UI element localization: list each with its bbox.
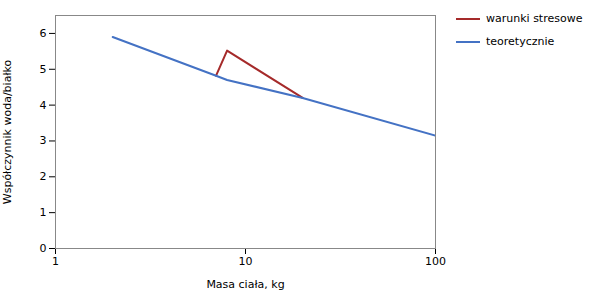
- svg-text:5: 5: [40, 63, 47, 76]
- svg-text:Masa ciała, kg: Masa ciała, kg: [206, 278, 284, 291]
- svg-text:100: 100: [425, 255, 446, 268]
- svg-text:4: 4: [40, 99, 47, 112]
- svg-text:2: 2: [40, 170, 47, 183]
- svg-text:3: 3: [40, 134, 47, 147]
- svg-text:1: 1: [40, 206, 47, 219]
- svg-text:6: 6: [40, 27, 47, 40]
- svg-text:0: 0: [40, 242, 47, 255]
- html-text:warunki stresowe: warunki stresowe: [486, 12, 583, 25]
- html-text:teoretycznie: teoretycznie: [486, 35, 555, 48]
- svg-text:1: 1: [52, 255, 59, 268]
- svg-text:10: 10: [239, 255, 253, 268]
- svg-text:Współczynnik woda/białko: Współczynnik woda/białko: [1, 60, 14, 205]
